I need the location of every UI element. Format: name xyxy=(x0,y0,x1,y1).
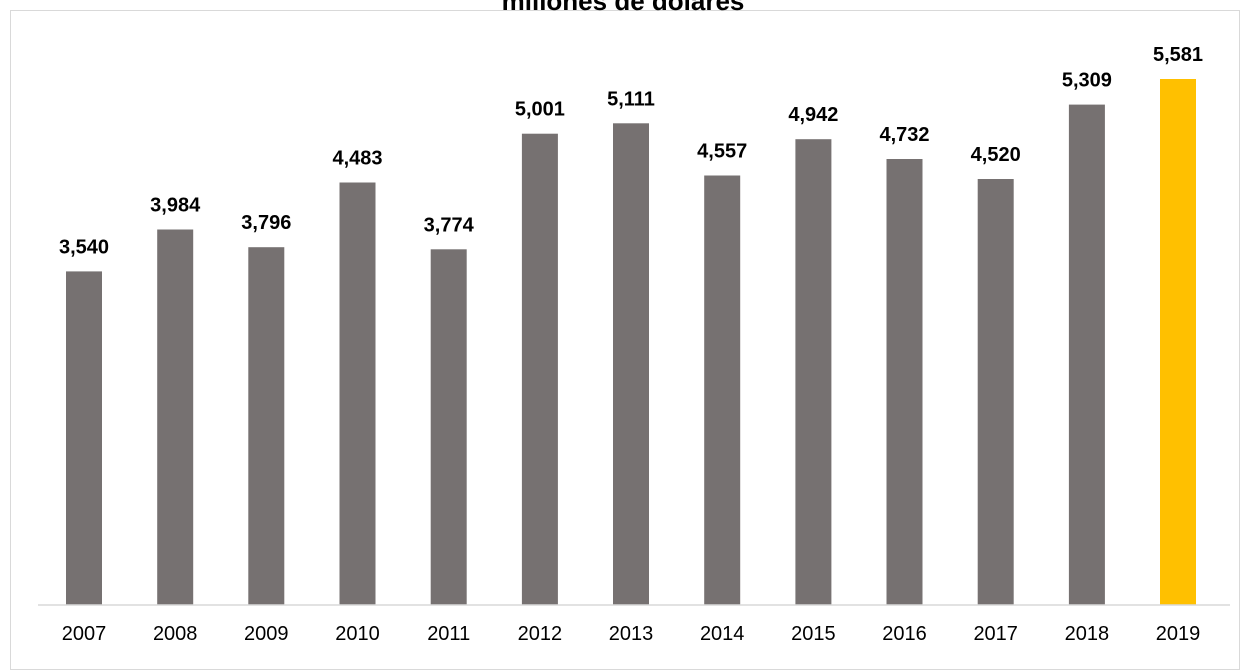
x-tick-label-2014: 2014 xyxy=(700,623,745,645)
data-label-2017: 4,520 xyxy=(971,144,1021,166)
x-tick-label-2008: 2008 xyxy=(153,623,198,645)
x-tick-label-2019: 2019 xyxy=(1156,623,1201,645)
data-label-2012: 5,001 xyxy=(515,99,565,121)
bar-2018 xyxy=(1068,104,1105,605)
data-label-2016: 4,732 xyxy=(879,124,929,146)
bar-2010 xyxy=(339,182,376,605)
bar-2011 xyxy=(430,249,467,606)
x-tick-label-2012: 2012 xyxy=(518,623,563,645)
data-label-2010: 4,483 xyxy=(332,148,382,170)
bars-layer xyxy=(66,79,1196,606)
bar-2017 xyxy=(977,179,1014,605)
x-tick-label-2011: 2011 xyxy=(427,623,470,645)
data-label-2019: 5,581 xyxy=(1153,44,1203,66)
x-tick-label-2010: 2010 xyxy=(335,623,380,645)
data-label-2008: 3,984 xyxy=(150,195,201,217)
data-label-2014: 4,557 xyxy=(697,141,747,163)
bar-2015 xyxy=(795,139,832,605)
x-tick-label-2009: 2009 xyxy=(244,623,289,645)
data-label-2009: 3,796 xyxy=(241,212,291,234)
data-label-2018: 5,309 xyxy=(1062,70,1112,92)
x-tick-label-2016: 2016 xyxy=(882,623,927,645)
bar-2008 xyxy=(157,229,194,605)
chart-title: millones de dólares xyxy=(501,0,745,16)
bar-2009 xyxy=(248,247,285,605)
bar-2007 xyxy=(66,271,102,605)
data-label-2013: 5,111 xyxy=(607,88,655,110)
data-label-2015: 4,942 xyxy=(788,104,838,126)
x-tick-label-2018: 2018 xyxy=(1065,623,1110,645)
bar-2019 xyxy=(1160,79,1196,605)
bar-2014 xyxy=(704,175,741,605)
x-tick-label-2015: 2015 xyxy=(791,623,836,645)
data-labels-layer: 3,540 3,984 3,796 4,483 3,774 5,001 5,111 4,557… xyxy=(59,44,1203,258)
bar-2012 xyxy=(521,133,558,605)
bar-2013 xyxy=(613,123,649,606)
data-label-2007: 3,540 xyxy=(59,236,109,258)
x-tick-label-2013: 2013 xyxy=(609,623,654,645)
x-tick-label-2007: 2007 xyxy=(62,623,107,645)
x-tick-labels-layer: 2007 2008 2009 2010 2011 2012 2013 2014 2015 2016… xyxy=(62,623,1201,645)
data-label-2011: 3,774 xyxy=(424,214,475,236)
bar-2016 xyxy=(886,159,923,605)
x-tick-label-2017: 2017 xyxy=(973,623,1018,645)
